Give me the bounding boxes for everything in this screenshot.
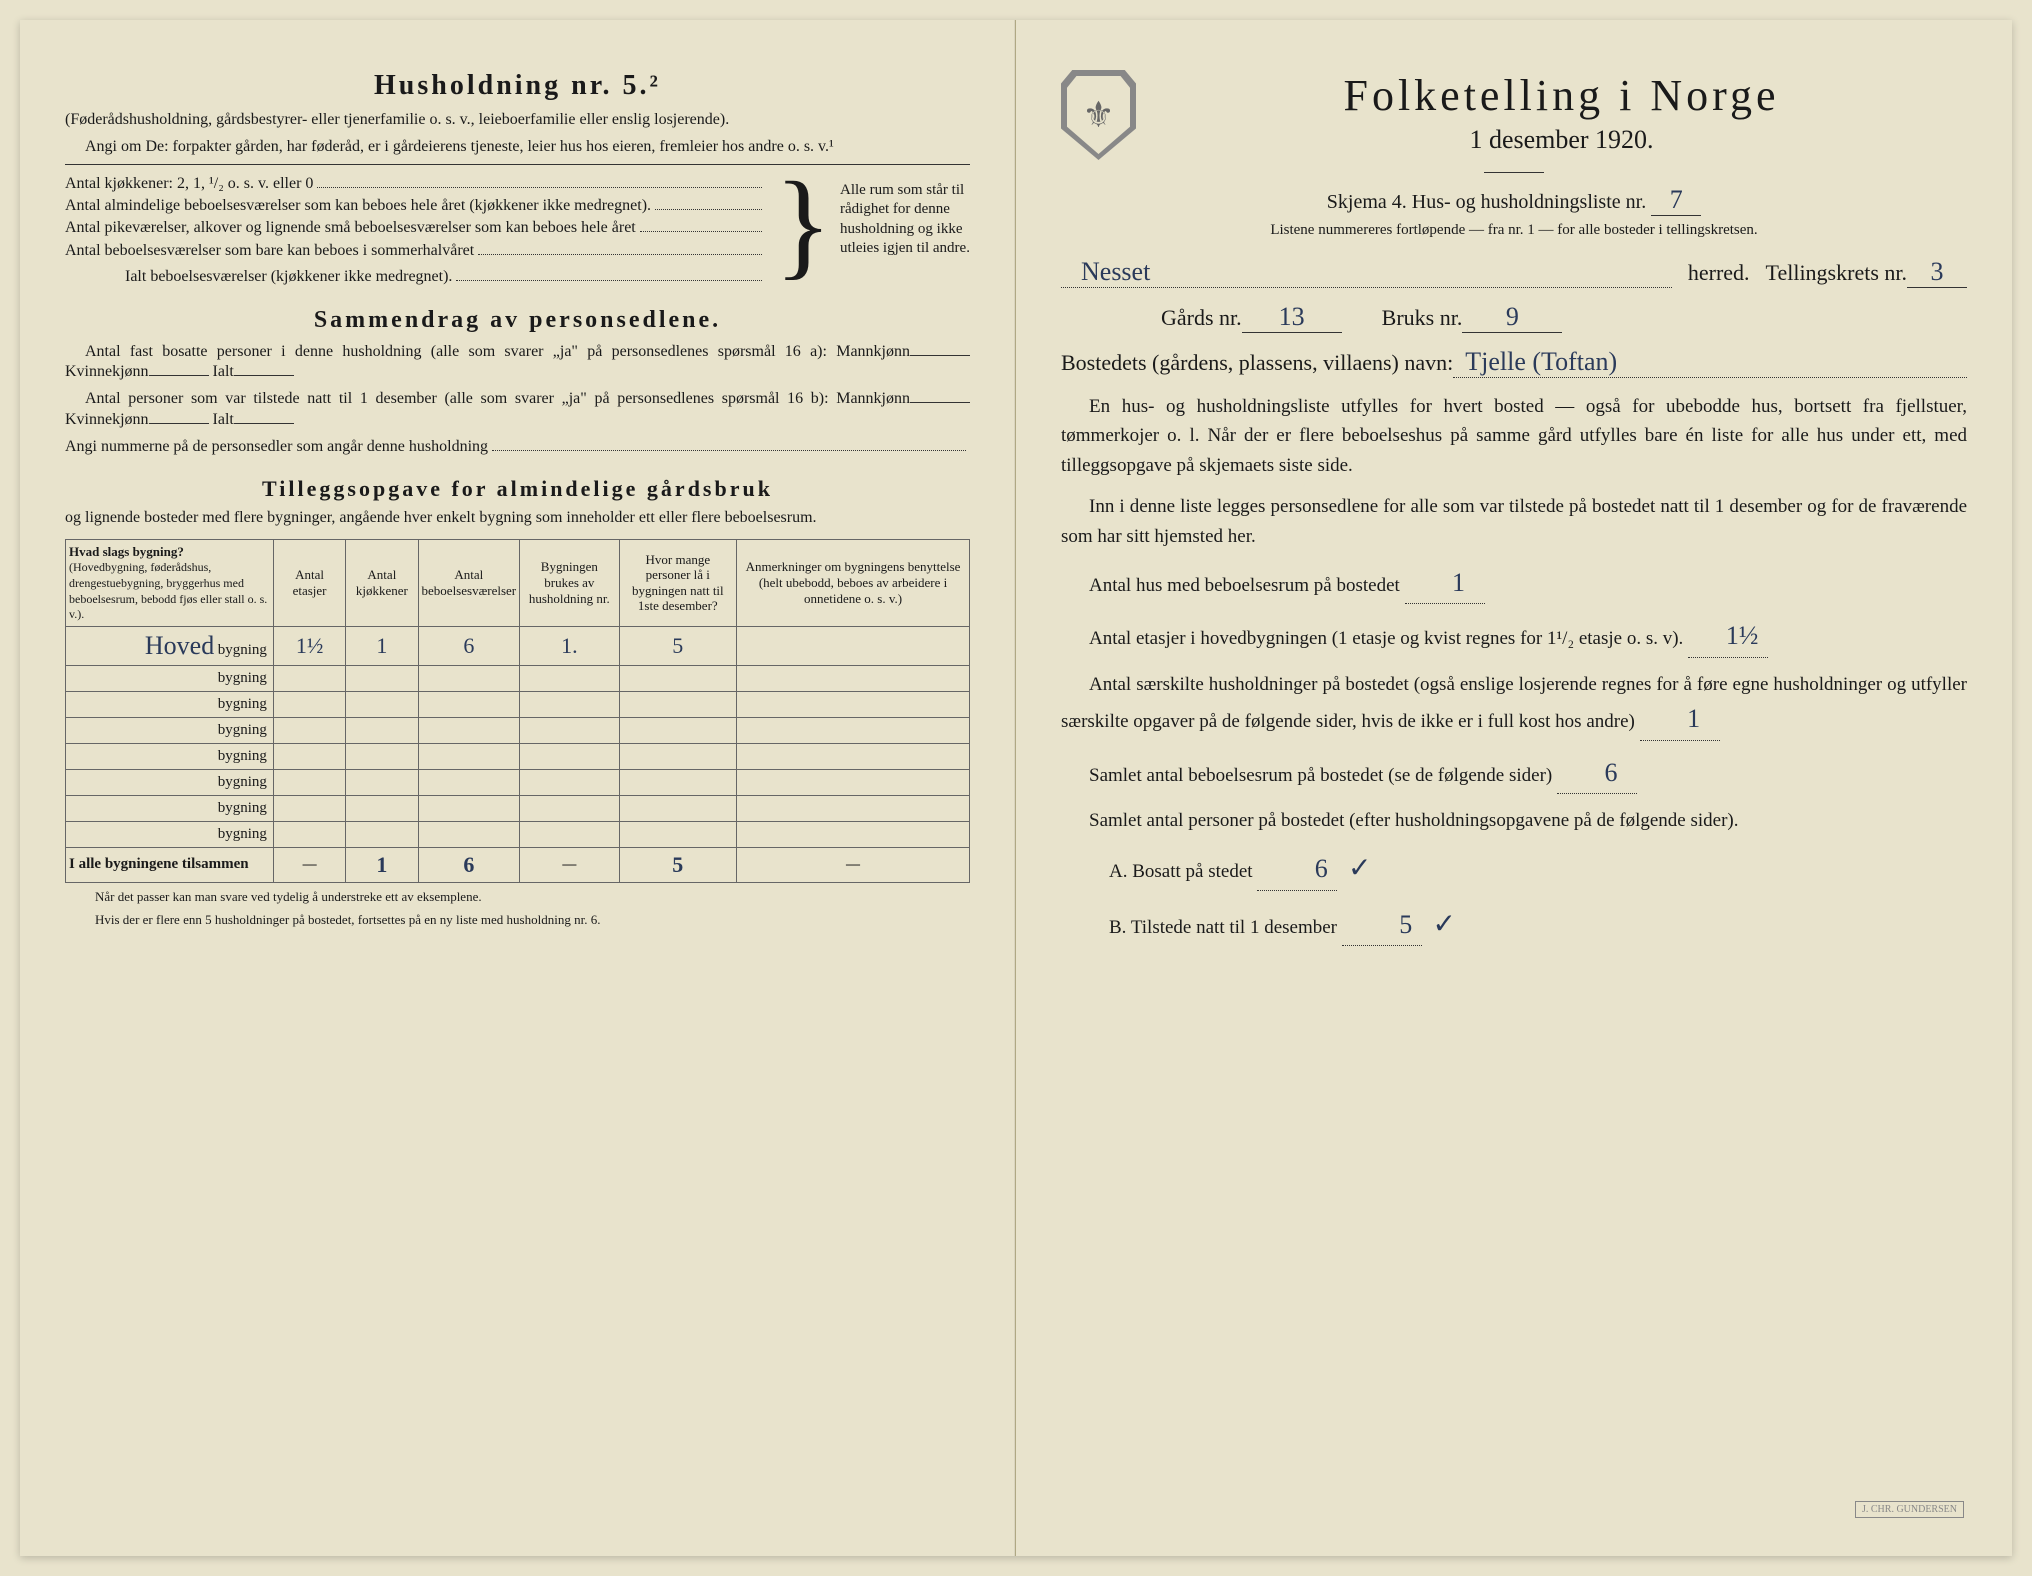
- tillegg-sub: og lignende bosteder med flere bygninger…: [65, 508, 970, 529]
- crest-icon: ⚜: [1061, 70, 1136, 160]
- small-note: Listene nummereres fortløpende — fra nr.…: [1061, 222, 1967, 239]
- skjema-nr: 7: [1651, 185, 1701, 216]
- angiom-text: Angi om De: forpakter gården, har føderå…: [65, 137, 970, 158]
- th1: Antal etasjer: [273, 539, 345, 626]
- date-sub: 1 desember 1920.: [1156, 125, 1967, 155]
- samlet-pers-line: Samlet antal personer på bostedet (efter…: [1061, 806, 1967, 835]
- skjema-label: Skjema 4. Hus- og husholdningsliste nr.: [1327, 191, 1646, 213]
- para1: En hus- og husholdningsliste utfylles fo…: [1061, 392, 1967, 480]
- saerskilte-label: Antal særskilte husholdninger på bostede…: [1061, 674, 1967, 732]
- printer-stamp: J. CHR. GUNDERSEN: [1855, 1501, 1964, 1518]
- herred-value: Nesset: [1061, 257, 1672, 288]
- rooms-block: Antal kjøkkener: 2, 1, ¹/₂ o. s. v. elle…: [65, 173, 970, 289]
- th6: Anmerkninger om bygningens benyttelse (h…: [737, 539, 970, 626]
- sammendrag-title: Sammendrag av personsedlene.: [65, 307, 970, 334]
- table-row: bygning: [66, 665, 970, 691]
- samlet-bebo-value: 6: [1557, 753, 1637, 794]
- ialt-label2: Ialt: [213, 363, 234, 380]
- check-b: ✓: [1433, 909, 1456, 940]
- table-row: bygning: [66, 717, 970, 743]
- tot-bebo: 6: [418, 847, 520, 882]
- etasjer-label: Antal etasjer i hovedbygningen (1 etasje…: [1089, 628, 1683, 649]
- bruks-label: Bruks nr.: [1342, 305, 1463, 331]
- table-row: bygning: [66, 743, 970, 769]
- line1a: Antal fast bosatte personer i denne hush…: [85, 343, 910, 360]
- kvinne-label2: Kvinnekjønn: [65, 411, 149, 428]
- th0: Hvad slags bygning?: [69, 544, 184, 559]
- alm-label: Antal almindelige beboelsesværelser som …: [65, 195, 651, 217]
- herred-row: Nesset herred. Tellingskrets nr. 3: [1061, 257, 1967, 288]
- samlet-bebo-line: Samlet antal beboelsesrum på bostedet (s…: [1061, 753, 1967, 794]
- footnote2: Hvis der er flere enn 5 husholdninger på…: [65, 912, 970, 929]
- saerskilte-value: 1: [1640, 699, 1720, 740]
- footnote1: Når det passer kan man svare ved tydelig…: [65, 889, 970, 906]
- main-title: Folketelling i Norge: [1156, 70, 1967, 121]
- bosted-row: Bostedets (gårdens, plassens, villaens) …: [1061, 347, 1967, 378]
- tk-nr: 3: [1907, 257, 1967, 288]
- angi-label: Angi nummerne på de personsedler som ang…: [65, 437, 488, 458]
- b-value: 5: [1342, 905, 1422, 946]
- tot-etasjer: —: [273, 847, 345, 882]
- divider: [1484, 172, 1544, 173]
- ialt-label: Ialt beboelsesværelser (kjøkkener ikke m…: [65, 266, 452, 288]
- tk-label: Tellingskrets nr.: [1766, 260, 1907, 286]
- table-row: Hoved bygning 1½ 1 6 1. 5: [66, 626, 970, 665]
- a-label: A. Bosatt på stedet: [1109, 861, 1253, 882]
- tillegg-title: Tilleggsopgave for almindelige gårdsbruk: [65, 476, 970, 502]
- right-page: ⚜ Folketelling i Norge 1 desember 1920. …: [1016, 20, 2012, 1556]
- left-page: Husholdning nr. 5.² (Føderådshusholdning…: [20, 20, 1016, 1556]
- table-row: bygning: [66, 691, 970, 717]
- th5: Hvor mange personer lå i bygningen natt …: [619, 539, 737, 626]
- b-label: B. Tilstede natt til 1 desember: [1109, 917, 1337, 938]
- letterhead: ⚜ Folketelling i Norge 1 desember 1920.: [1061, 70, 1967, 160]
- check-a: ✓: [1348, 853, 1371, 884]
- antal-hus-label: Antal hus med beboelsesrum på bostedet: [1089, 575, 1400, 596]
- kjokken-label: Antal kjøkkener: 2, 1, ¹/₂ o. s. v. elle…: [65, 173, 313, 195]
- ialt-label3: Ialt: [213, 411, 234, 428]
- bosted-label: Bostedets (gårdens, plassens, villaens) …: [1061, 350, 1453, 376]
- gards-nr: 13: [1242, 302, 1342, 333]
- table-row: bygning: [66, 769, 970, 795]
- table-row: bygning: [66, 795, 970, 821]
- bosted-value: Tjelle (Toftan): [1453, 347, 1967, 378]
- th4: Bygningen brukes av husholdning nr.: [520, 539, 619, 626]
- antal-hus-value: 1: [1405, 563, 1485, 604]
- th0sub: (Hovedbygning, føderådshus, drengestueby…: [69, 560, 267, 621]
- brace-text: Alle rum som står til rådighet for denne…: [840, 173, 970, 289]
- pike-label: Antal pikeværelser, alkover og lignende …: [65, 217, 636, 239]
- bruks-nr: 9: [1462, 302, 1562, 333]
- angi-line: Angi nummerne på de personsedler som ang…: [65, 437, 970, 458]
- sammendrag-line2: Antal personer som var tilstede natt til…: [65, 389, 970, 431]
- gards-row: Gårds nr. 13 Bruks nr. 9: [1061, 302, 1967, 333]
- line2a: Antal personer som var tilstede natt til…: [85, 390, 910, 407]
- table-row: bygning: [66, 821, 970, 847]
- a-value: 6: [1257, 849, 1337, 890]
- para2: Inn i denne liste legges personsedlene f…: [1061, 492, 1967, 551]
- herred-label: herred.: [1672, 260, 1766, 286]
- etasjer-line: Antal etasjer i hovedbygningen (1 etasje…: [1061, 616, 1967, 657]
- buildings-table: Hvad slags bygning? (Hovedbygning, føder…: [65, 539, 970, 883]
- totals-label: I alle bygningene tilsammen: [66, 847, 274, 882]
- etasjer-value: 1½: [1688, 616, 1768, 657]
- sommer-label: Antal beboelsesværelser som bare kan beb…: [65, 240, 474, 262]
- document-spread: Husholdning nr. 5.² (Føderådshusholdning…: [20, 20, 2012, 1556]
- skjema-line: Skjema 4. Hus- og husholdningsliste nr. …: [1061, 185, 1967, 216]
- gards-label: Gårds nr.: [1161, 305, 1242, 331]
- saerskilte-line: Antal særskilte husholdninger på bostede…: [1061, 670, 1967, 741]
- th2: Antal kjøkkener: [346, 539, 418, 626]
- brace-symbol: }: [766, 173, 840, 289]
- tot-kjokken: 1: [346, 847, 418, 882]
- tot-personer: 5: [619, 847, 737, 882]
- samlet-bebo-label: Samlet antal beboelsesrum på bostedet (s…: [1089, 765, 1552, 786]
- left-heading: Husholdning nr. 5.²: [65, 70, 970, 102]
- sammendrag-line1: Antal fast bosatte personer i denne hush…: [65, 342, 970, 384]
- tot-hushold: —: [520, 847, 619, 882]
- antal-hus: Antal hus med beboelsesrum på bostedet 1: [1061, 563, 1967, 604]
- tot-anm: —: [737, 847, 970, 882]
- b-line: B. Tilstede natt til 1 desember 5 ✓: [1061, 903, 1967, 946]
- a-line: A. Bosatt på stedet 6 ✓: [1061, 847, 1967, 890]
- kvinne-label: Kvinnekjønn: [65, 363, 149, 380]
- th3: Antal beboelsesværelser: [418, 539, 520, 626]
- left-subhead: (Føderådshusholdning, gårdsbestyrer- ell…: [65, 110, 970, 131]
